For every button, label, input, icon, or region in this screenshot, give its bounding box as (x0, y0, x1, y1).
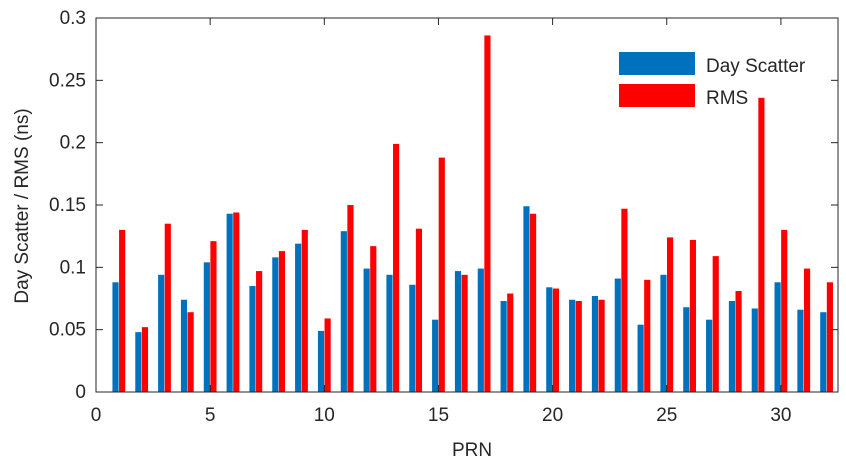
bar-rms-prn-32 (826, 282, 833, 392)
bar-day-scatter-prn-27 (706, 319, 713, 392)
bar-day-scatter-prn-7 (249, 286, 256, 392)
bar-day-scatter-prn-15 (432, 319, 439, 392)
bar-rms-prn-22 (598, 299, 605, 392)
x-tick-label: 10 (314, 405, 335, 426)
y-tick-label: 0.25 (49, 70, 86, 91)
bar-day-scatter-prn-8 (272, 257, 279, 392)
bar-rms-prn-9 (301, 229, 308, 392)
bar-day-scatter-prn-16 (454, 271, 462, 392)
x-tick-label: 0 (91, 405, 102, 426)
y-tick-label: 0.05 (49, 320, 86, 341)
bar-day-scatter-prn-31 (797, 309, 804, 392)
bar-rms-prn-30 (781, 229, 788, 392)
y-tick-label: 0.3 (60, 8, 86, 29)
bar-day-scatter-prn-32 (820, 312, 827, 392)
bar-rms-prn-29 (758, 97, 765, 392)
y-tick-label: 0 (75, 382, 86, 403)
bar-rms-prn-23 (621, 208, 628, 392)
bar-rms-prn-14 (415, 228, 423, 392)
bar-day-scatter-prn-29 (751, 308, 758, 392)
bar-rms-prn-6 (233, 212, 240, 392)
bar-rms-prn-1 (119, 229, 126, 392)
y-axis-label: Day Scatter / RMS (ns) (12, 108, 33, 303)
bar-day-scatter-prn-28 (728, 300, 736, 392)
x-tick-label: 30 (770, 405, 791, 426)
bar-rms-prn-11 (347, 205, 354, 392)
bar-rms-prn-31 (803, 268, 811, 392)
bar-rms-prn-28 (735, 291, 742, 392)
bar-day-scatter-prn-9 (295, 243, 302, 392)
bar-day-scatter-prn-23 (614, 278, 621, 392)
bar-day-scatter-prn-20 (546, 287, 553, 392)
bar-day-scatter-prn-17 (477, 268, 484, 392)
bar-rms-prn-25 (667, 237, 674, 392)
bar-day-scatter-prn-2 (135, 332, 142, 392)
bar-day-scatter-prn-10 (317, 330, 325, 392)
y-tick-label: 0.15 (49, 195, 86, 216)
bar-rms-prn-5 (210, 241, 217, 392)
legend-swatch-rms (619, 84, 695, 107)
bar-day-scatter-prn-13 (386, 274, 393, 392)
bar-rms-prn-12 (370, 246, 377, 392)
bar-day-scatter-prn-18 (500, 300, 507, 392)
bar-day-scatter-prn-22 (591, 296, 599, 392)
x-tick-label: 25 (656, 405, 677, 426)
axes-layer: 0 0.05 0.1 0.15 0.2 0.25 0.3 0 5 10 15 20 25 30 (49, 8, 839, 426)
bar-day-scatter-prn-4 (180, 299, 188, 392)
bar-day-scatter-prn-30 (774, 282, 781, 392)
x-tick-label: 15 (428, 405, 449, 426)
bar-day-scatter-prn-26 (683, 307, 690, 392)
bar-rms-prn-17 (484, 35, 491, 392)
bar-rms-prn-8 (278, 251, 286, 392)
bar-day-scatter-prn-14 (409, 284, 416, 392)
bar-rms-prn-3 (164, 223, 171, 392)
bar-day-scatter-prn-3 (158, 274, 165, 392)
legend-label-rms: RMS (706, 88, 748, 109)
legend-label-day-scatter: Day Scatter (706, 56, 806, 77)
bar-rms-prn-19 (530, 213, 537, 392)
bar-rms-prn-15 (438, 157, 445, 392)
x-axis-label: PRN (452, 440, 492, 461)
y-tick-label: 0.2 (60, 133, 86, 154)
x-tick-label: 20 (542, 405, 563, 426)
bar-day-scatter-prn-6 (226, 213, 233, 392)
bar-day-scatter-prn-12 (363, 268, 370, 392)
bar-day-scatter-prn-19 (523, 206, 530, 392)
legend: Day Scatter RMS (619, 52, 806, 109)
bar-rms-prn-21 (575, 300, 582, 392)
bar-rms-prn-27 (712, 256, 719, 392)
x-tick-label: 5 (205, 405, 216, 426)
bar-rms-prn-24 (644, 279, 651, 392)
bars-layer (112, 35, 833, 392)
bar-rms-prn-10 (324, 318, 331, 392)
bar-rms-prn-16 (461, 274, 468, 392)
legend-swatch-day-scatter (619, 52, 695, 75)
bar-rms-prn-18 (507, 293, 514, 392)
bar-rms-prn-4 (187, 312, 194, 392)
bar-rms-prn-20 (552, 288, 559, 392)
y-tick-label: 0.1 (60, 257, 86, 278)
bar-day-scatter-prn-5 (203, 262, 210, 392)
bar-day-scatter-prn-21 (569, 299, 576, 392)
bar-rms-prn-2 (141, 327, 149, 392)
bar-rms-prn-13 (393, 143, 400, 392)
bar-rms-prn-7 (256, 271, 263, 392)
bar-day-scatter-prn-1 (112, 282, 119, 392)
bar-day-scatter-prn-24 (637, 324, 644, 392)
bar-rms-prn-26 (689, 239, 696, 392)
bar-day-scatter-prn-25 (660, 274, 667, 392)
bar-day-scatter-prn-11 (340, 231, 347, 392)
